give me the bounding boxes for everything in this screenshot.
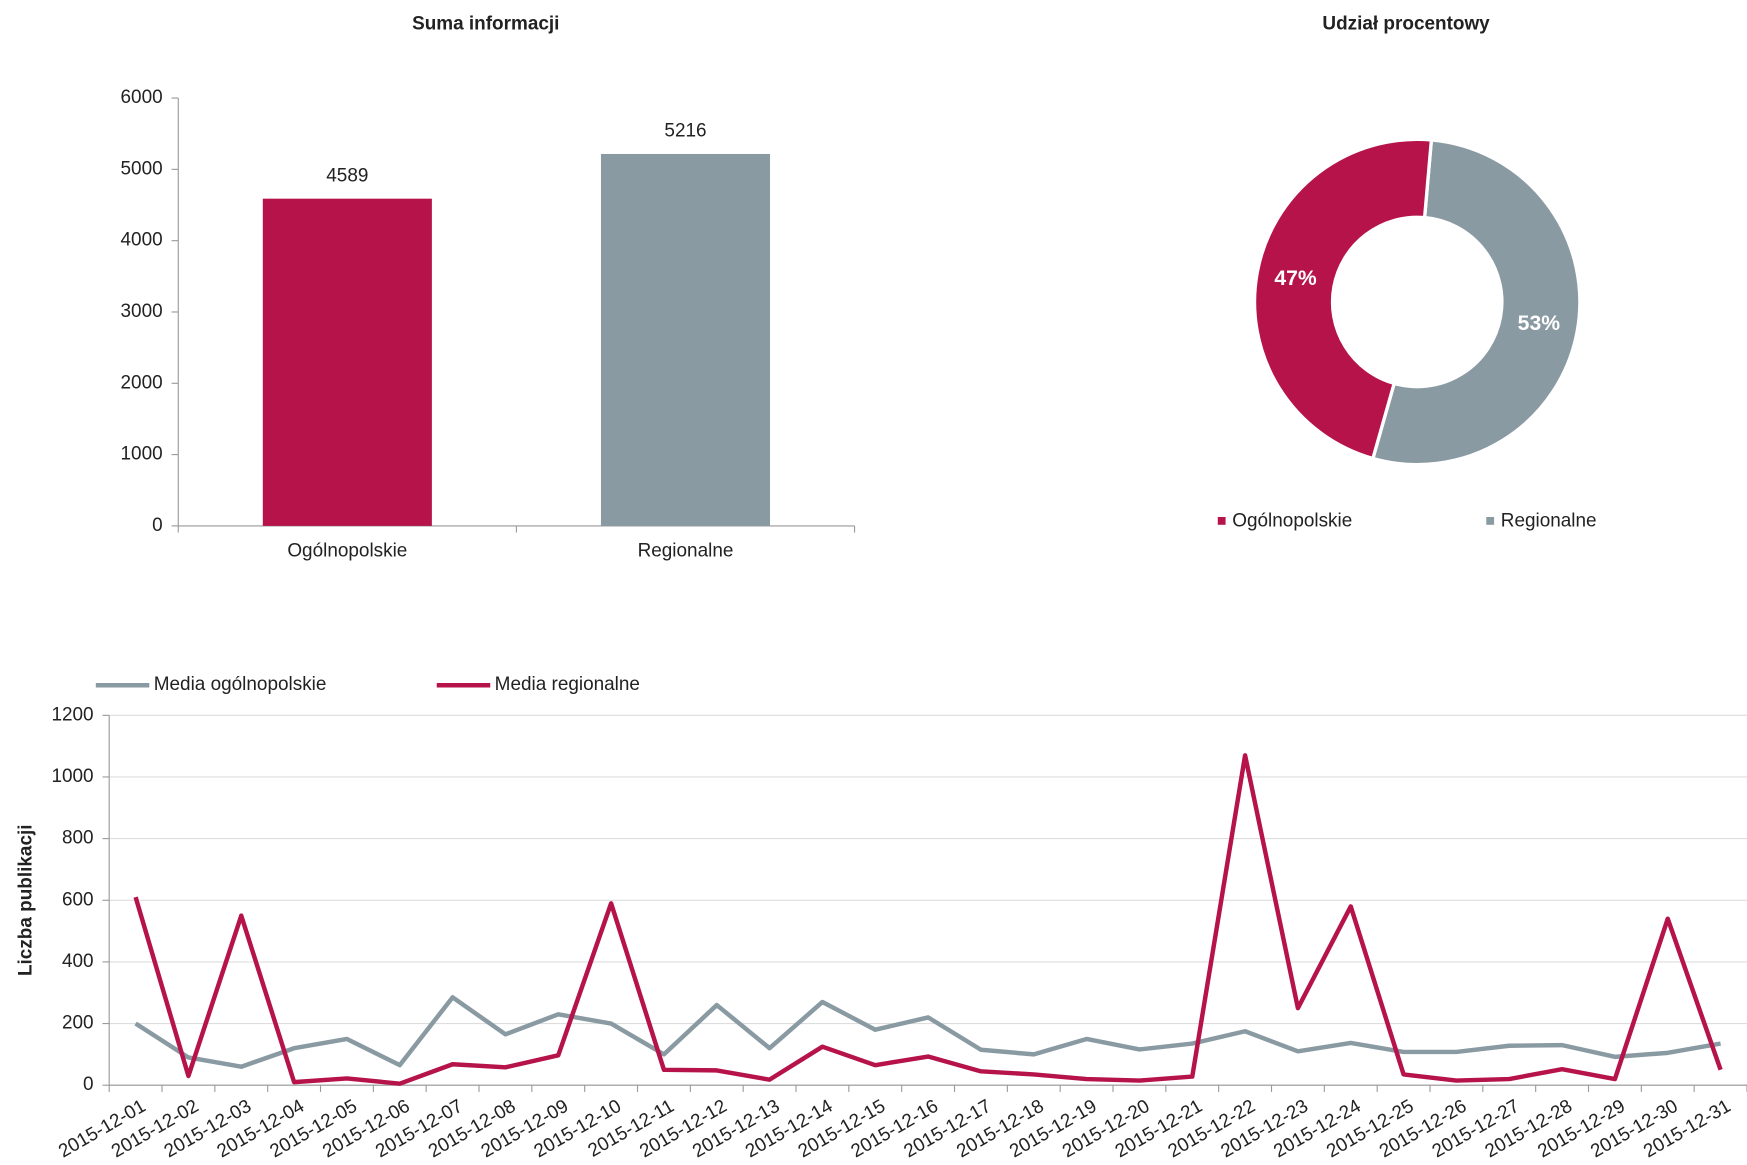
series-line [134, 995, 1721, 1069]
data-label: 5216 [664, 121, 706, 142]
data-label: 53% [1518, 312, 1561, 335]
bar [600, 153, 771, 526]
y-tick-label: 1000 [121, 444, 163, 465]
legend-label: Media ogólnopolskie [154, 674, 327, 695]
x-tick-label: Regionalne [638, 541, 734, 562]
y-tick-label: 2000 [121, 372, 163, 393]
y-tick-label: 3000 [121, 301, 163, 322]
x-tick-label: Ogólnopolskie [287, 541, 407, 562]
y-tick-label: 1000 [51, 766, 93, 787]
y-tick-label: 800 [62, 828, 94, 849]
data-label: 47% [1274, 267, 1317, 290]
y-tick-label: 4000 [121, 230, 163, 251]
y-tick-label: 400 [62, 951, 94, 972]
data-label: 4589 [326, 165, 368, 186]
pie-slice [1370, 138, 1582, 467]
y-tick-label: 1200 [51, 704, 93, 725]
y-tick-label: 5000 [121, 158, 163, 179]
y-tick-label: 200 [62, 1013, 94, 1034]
legend-swatch [1217, 516, 1226, 525]
y-tick-label: 600 [62, 889, 94, 910]
legend-label: Regionalne [1501, 510, 1597, 531]
bar [262, 198, 432, 526]
bar-title: Suma informacji [412, 14, 559, 35]
series-line [133, 753, 1723, 1086]
y-tick-label: 0 [152, 515, 163, 536]
legend-label: Media regionalne [495, 674, 640, 695]
pie-title: Udział procentowy [1322, 14, 1490, 35]
legend-swatch [1486, 516, 1495, 525]
pie-slice [1252, 137, 1434, 461]
y-tick-label: 6000 [121, 87, 163, 108]
y-tick-label: 0 [83, 1074, 94, 1095]
legend-label: Ogólnopolskie [1232, 510, 1352, 531]
y-axis-label: Liczba publikacji [16, 824, 37, 976]
